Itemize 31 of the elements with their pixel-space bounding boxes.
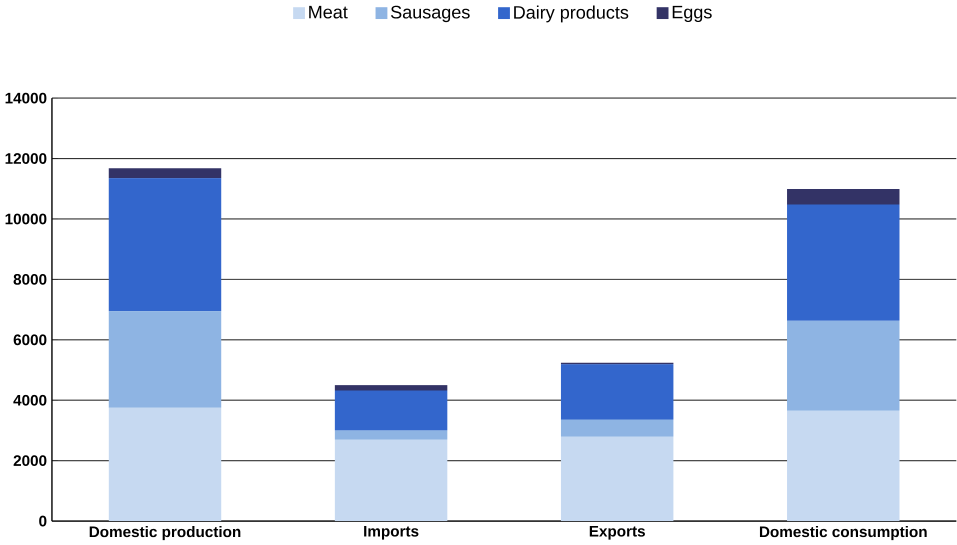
x-tick-label: Imports — [364, 526, 418, 540]
bar — [334, 430, 448, 440]
y-tick-label: 6000 — [14, 334, 46, 346]
bar — [787, 204, 900, 321]
y-tick-label: 8000 — [14, 274, 46, 285]
legend-label: Sausages — [390, 6, 470, 22]
y-tick-label: 12000 — [6, 153, 46, 164]
bar — [334, 385, 448, 391]
y-tick-label: 4000 — [13, 394, 46, 406]
bar — [108, 408, 222, 522]
legend-label: Meat — [309, 6, 348, 19]
x-tick-label: Domestic production — [90, 526, 240, 540]
bar — [108, 311, 222, 408]
bar — [560, 436, 674, 522]
bar — [334, 390, 448, 431]
bar — [787, 320, 900, 411]
legend-label: Eggs — [672, 6, 712, 22]
bar — [108, 178, 222, 312]
x-tick-label: Domestic consumption — [760, 526, 927, 540]
bar — [108, 168, 222, 178]
y-tick-label: 10000 — [6, 214, 46, 224]
bar — [560, 364, 674, 420]
legend-label: Dairy products — [514, 6, 628, 22]
bar — [560, 420, 674, 437]
bar — [787, 189, 900, 205]
bar — [334, 440, 448, 522]
bar — [787, 410, 900, 522]
x-tick-label: Exports — [590, 526, 645, 540]
y-tick-label: 0 — [39, 516, 46, 527]
y-tick-label: 14000 — [6, 92, 46, 104]
y-tick-label: 2000 — [14, 455, 46, 466]
